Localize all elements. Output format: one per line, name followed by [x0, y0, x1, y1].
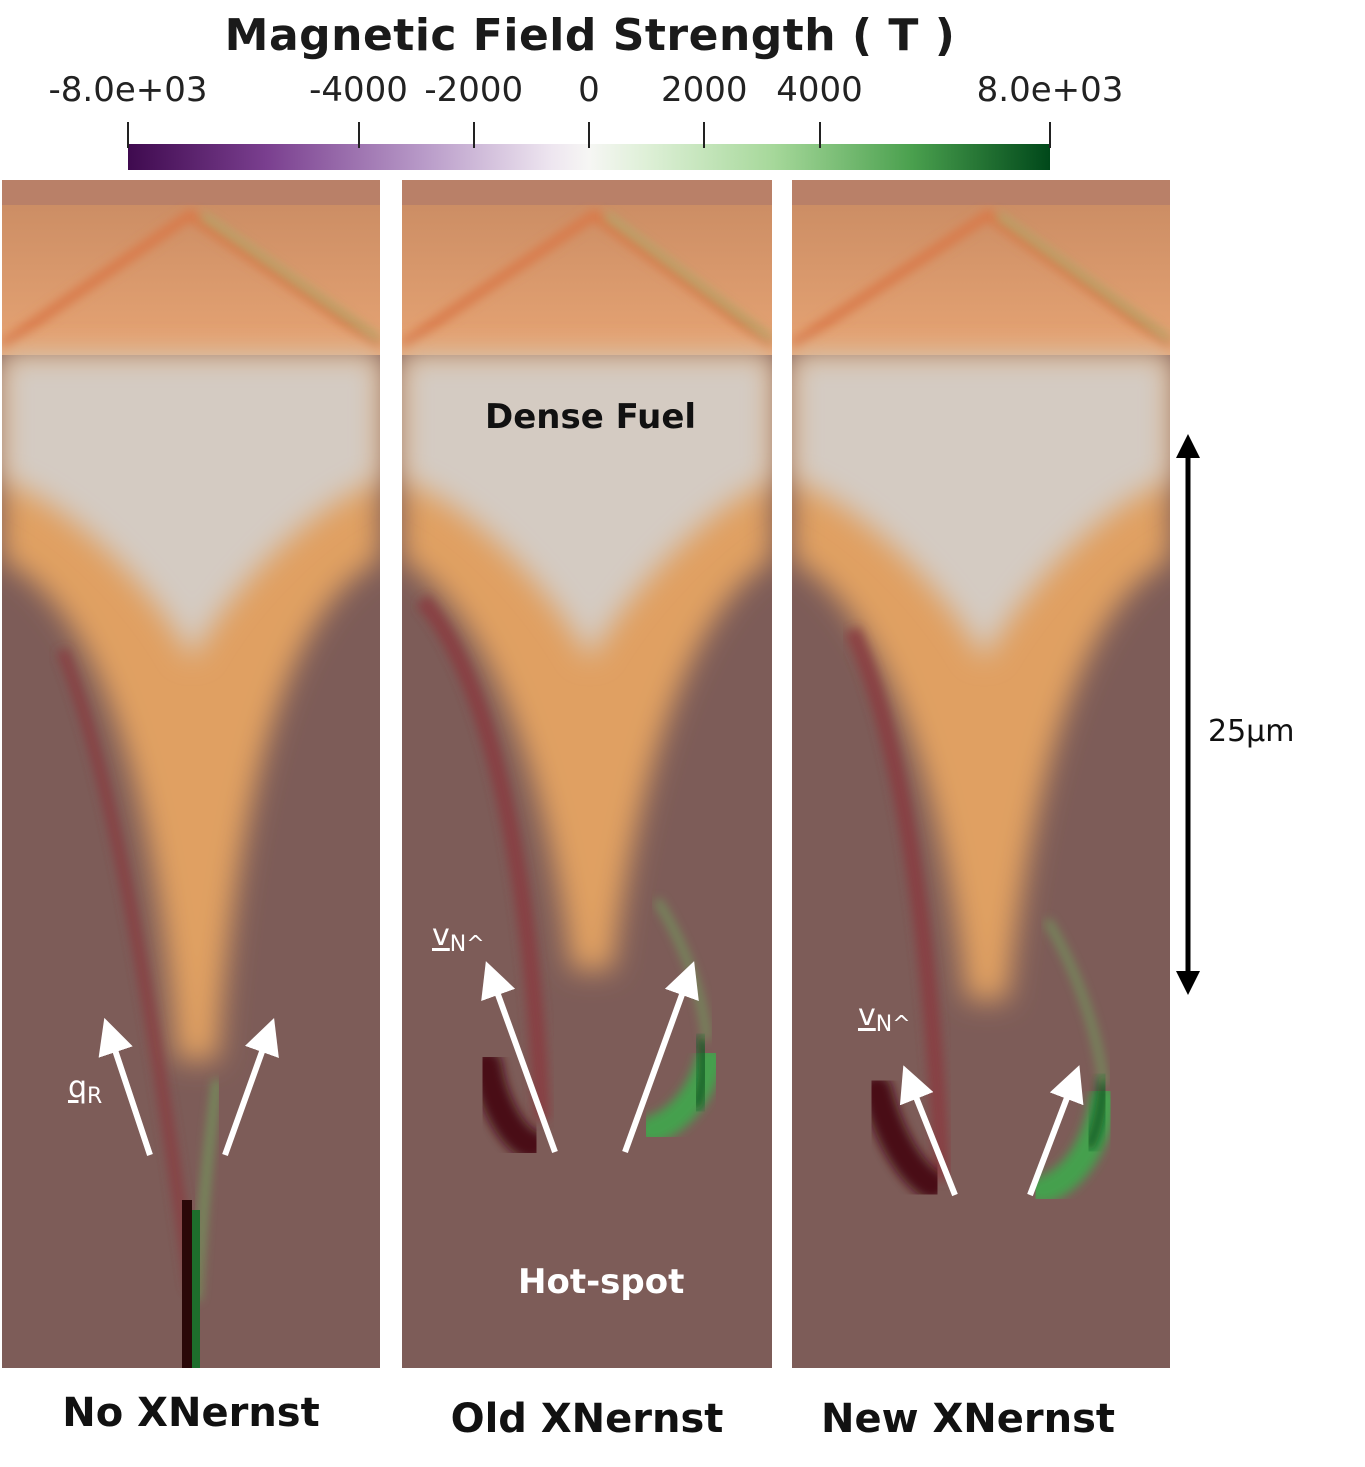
hot-spot-label: Hot-spot: [518, 1262, 685, 1302]
colorbar: [128, 144, 1050, 170]
v-n-old-label: vN^: [432, 918, 485, 957]
panel-new-xnernst: [792, 180, 1170, 1368]
v-n-old-sub: N^: [449, 932, 485, 957]
colorbar-tick-label: -8.0e+03: [48, 70, 208, 110]
colorbar-tick: [357, 122, 360, 148]
colorbar-tick: [703, 122, 706, 148]
field-map-old-xnernst: [402, 180, 772, 1368]
v-n-old-main: v: [432, 918, 450, 953]
v-n-new-main: v: [858, 998, 876, 1033]
panel-label-new-xnernst: New XNernst: [820, 1396, 1116, 1442]
field-map-no-xnernst: [2, 180, 380, 1368]
colorbar-tick-label: 4000: [776, 70, 863, 110]
colorbar-tick-label: 0: [578, 70, 600, 110]
colorbar-tick: [818, 122, 821, 148]
q-r-label: qR: [68, 1070, 102, 1109]
colorbar-tick: [472, 122, 475, 148]
panel-label-old-xnernst: Old XNernst: [450, 1396, 724, 1442]
colorbar-tick-label: 2000: [660, 70, 748, 110]
panel-no-xnernst: [2, 180, 380, 1368]
panel-label-no-xnernst: No XNernst: [62, 1390, 320, 1436]
colorbar-tick-label: -2000: [424, 70, 524, 110]
colorbar-tick-label: -4000: [309, 70, 408, 110]
panel-old-xnernst: [402, 180, 772, 1368]
colorbar-tick: [1049, 122, 1051, 148]
q-r-main: q: [68, 1070, 88, 1105]
v-n-new-label: vN^: [858, 998, 911, 1037]
field-map-new-xnernst: [792, 180, 1170, 1368]
dense-fuel-label: Dense Fuel: [485, 397, 697, 437]
colorbar-tick-label: 8.0e+03: [976, 70, 1124, 110]
colorbar-tick: [588, 122, 590, 148]
scale-bar-label: 25μm: [1208, 714, 1295, 749]
v-n-new-sub: N^: [875, 1012, 911, 1037]
colorbar-tick: [127, 122, 129, 148]
colorbar-title: Magnetic Field Strength ( T ): [224, 10, 956, 61]
q-r-sub: R: [87, 1084, 103, 1109]
scale-bar-arrow: [1176, 434, 1200, 995]
